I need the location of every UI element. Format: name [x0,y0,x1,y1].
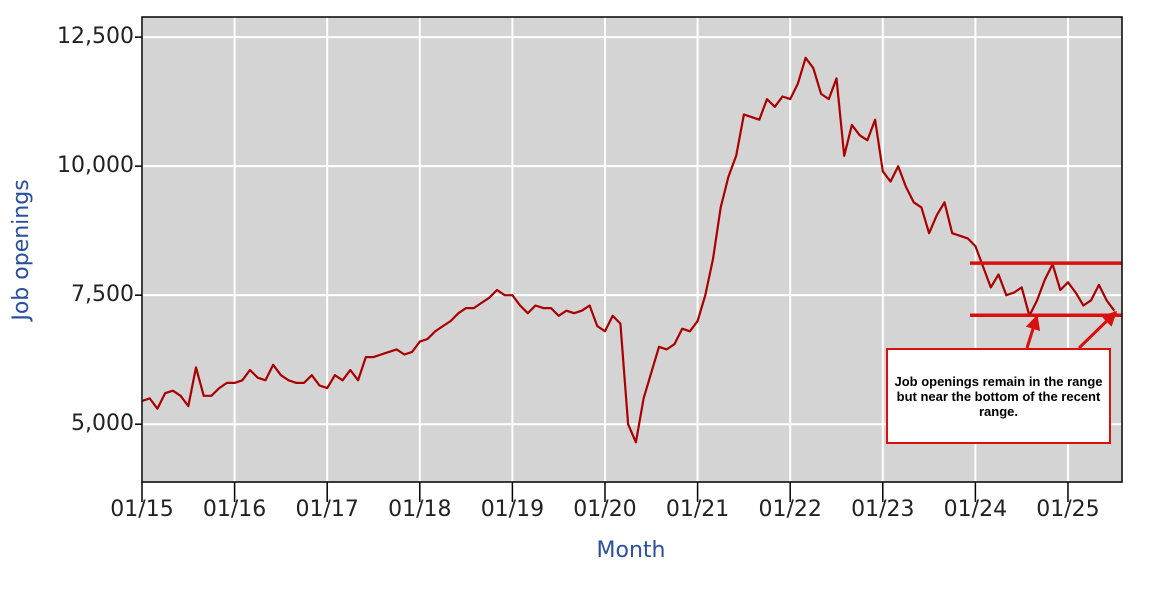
x-tick-label: 01/21 [666,497,729,522]
x-tick-label: 01/25 [1036,497,1099,522]
y-tick-label: 5,000 [71,411,134,436]
arrow [1025,314,1041,349]
x-tick-label: 01/15 [110,497,173,522]
x-tick-label: 01/17 [295,497,358,522]
x-axis-label: Month [597,538,666,563]
x-tick-label: 01/19 [481,497,544,522]
x-tick-label: 01/23 [851,497,914,522]
x-tick-label: 01/18 [388,497,451,522]
x-tick-label: 01/20 [573,497,636,522]
plot-frame [141,16,1123,483]
y-tick-label: 7,500 [71,282,134,307]
y-tick-label: 12,500 [57,24,134,49]
x-tick-label: 01/24 [944,497,1007,522]
y-axis-label: Job openings [9,179,34,322]
x-tick-label: 01/16 [203,497,266,522]
arrow [1077,310,1118,350]
annotation-box: Job openings remain in the range but nea… [886,348,1111,444]
data-line [141,56,1116,444]
x-tick-label: 01/22 [758,497,821,522]
y-tick-label: 10,000 [57,153,134,178]
